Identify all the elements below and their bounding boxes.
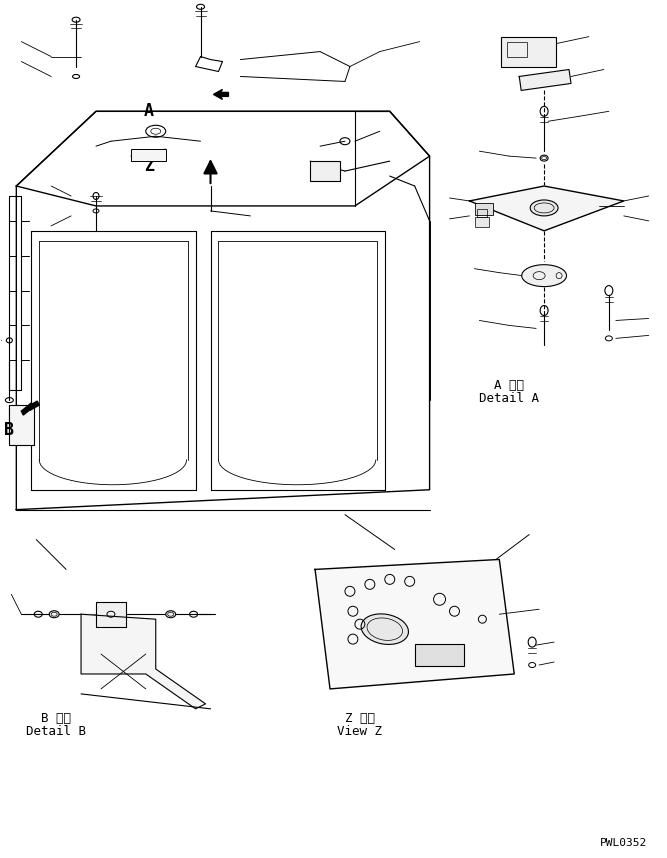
Polygon shape <box>315 559 514 689</box>
Text: Z: Z <box>144 157 154 175</box>
Bar <box>478 208 488 217</box>
Bar <box>9 405 34 445</box>
Polygon shape <box>519 69 571 90</box>
Ellipse shape <box>530 200 558 216</box>
Polygon shape <box>81 614 205 709</box>
Ellipse shape <box>361 613 408 644</box>
Text: A 詳細: A 詳細 <box>494 378 524 392</box>
Polygon shape <box>470 186 624 231</box>
Polygon shape <box>213 89 228 100</box>
Text: Z 　視: Z 視 <box>345 712 375 725</box>
Ellipse shape <box>165 611 175 618</box>
Bar <box>508 42 527 57</box>
Text: A: A <box>144 102 154 120</box>
Ellipse shape <box>49 611 59 618</box>
Text: Detail A: Detail A <box>480 391 539 405</box>
Text: View Z: View Z <box>338 725 382 738</box>
Text: B: B <box>5 421 15 439</box>
Text: PWL0352: PWL0352 <box>600 838 648 849</box>
Bar <box>476 217 490 227</box>
Ellipse shape <box>522 264 566 287</box>
Text: B 詳細: B 詳細 <box>41 712 71 725</box>
Bar <box>310 161 340 181</box>
Polygon shape <box>21 402 39 415</box>
Bar <box>502 37 556 67</box>
Bar <box>476 203 494 214</box>
Text: Detail B: Detail B <box>26 725 86 738</box>
Bar <box>96 602 126 627</box>
Bar <box>131 149 165 161</box>
Bar <box>415 644 464 666</box>
